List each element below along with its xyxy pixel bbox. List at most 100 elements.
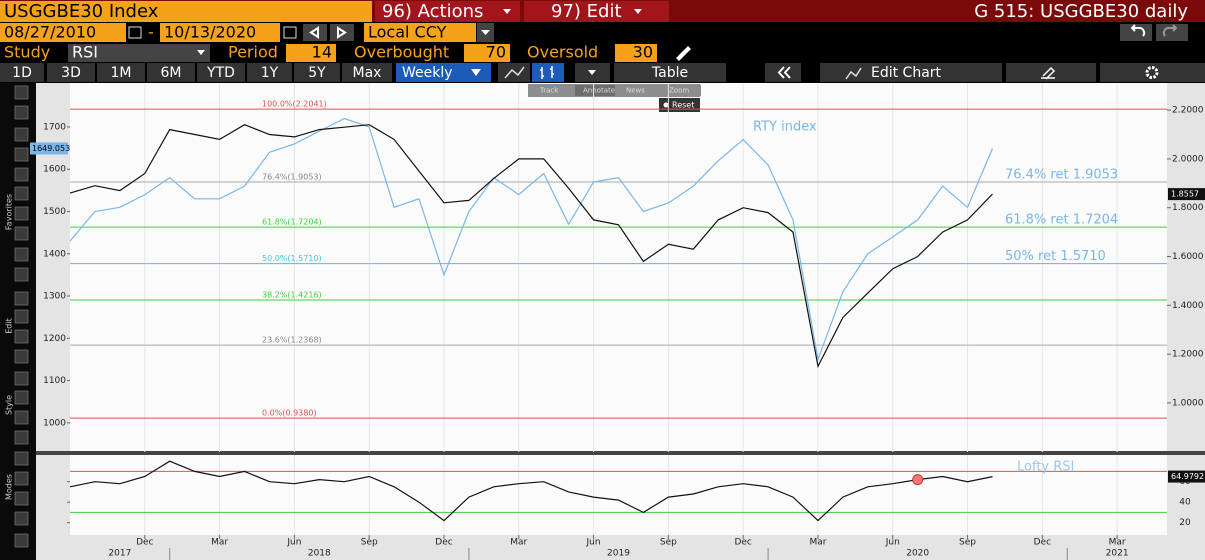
period-box[interactable] [286,44,336,62]
tool-icon[interactable] [14,127,29,142]
period-label: 1D [12,65,32,81]
edit-menu[interactable] [524,1,669,22]
calendar-icon[interactable] [128,26,142,39]
settings-button[interactable] [1100,63,1205,82]
tool-icon[interactable] [14,371,29,386]
y2-tick-label: 2.0000 [1172,154,1204,164]
overbought: 70 [486,43,506,62]
calendar-icon[interactable] [283,26,297,39]
collapse-button[interactable] [765,63,801,82]
tool-strip-button[interactable] [618,85,658,96]
start-date-box[interactable] [0,23,126,42]
period-button[interactable] [294,63,340,82]
ticker-box[interactable] [0,1,372,22]
period-button[interactable] [247,63,292,82]
currency-box[interactable] [364,23,476,42]
next-button[interactable] [330,24,354,41]
last-value-box [1168,188,1205,201]
tool-icon[interactable] [14,247,29,262]
y-tick-label: 20 [1179,518,1191,528]
actions-menu[interactable] [375,1,520,22]
x-tick-label: Dec [1034,538,1051,548]
tool-strip-button[interactable] [661,85,701,96]
period-label: YTD [206,65,235,81]
series-line [69,460,993,522]
pen-icon[interactable] [676,46,691,61]
fib-label: 0.0%(0.9380) [262,409,317,418]
tool-icon[interactable] [14,410,29,425]
oversold-box[interactable] [615,44,657,62]
sidebar-label: Edit [5,318,14,334]
edit-chart-button[interactable] [820,63,1002,82]
tool-strip-label: Annotate [583,87,615,95]
tool-icon[interactable] [14,291,29,306]
tool-icon[interactable] [14,430,29,445]
y-tick-label: 1600 [43,165,66,175]
retracement-annotation: 61.8% ret 1.7204 [1005,213,1118,228]
series-line [69,124,993,369]
tool-icon[interactable] [14,349,29,364]
table-button[interactable] [614,63,726,82]
study-label: Study [4,43,50,62]
study-select[interactable] [68,44,210,62]
tool-icon[interactable] [14,186,29,201]
x-tick-label: Mar [510,538,527,548]
period-button[interactable] [97,63,145,82]
period-button[interactable] [0,63,44,82]
x-tick-label: Mar [1109,538,1126,548]
tool-icon[interactable] [14,206,29,221]
next-icon [337,26,347,39]
tool-icon[interactable] [14,390,29,405]
prev-icon [309,26,319,39]
bar-type-button[interactable] [532,63,564,82]
tool-icon[interactable] [14,309,29,324]
annotate-button[interactable] [1006,63,1096,82]
tool-icon[interactable] [14,267,29,282]
tool-icons [14,85,29,548]
dropdown-arrow [503,9,511,14]
tool-icon[interactable] [14,471,29,486]
period-button[interactable] [197,63,245,82]
y2-tick-label: 1.4000 [1172,301,1204,311]
period-button[interactable] [342,63,392,82]
tool-icon[interactable] [14,533,29,548]
period-label: 3D [61,65,81,81]
tool-strip-label: News [626,87,645,95]
end-date-box[interactable] [160,23,280,42]
period-bar: 1D 3D 1M 6M YTD 1Y 5Y Max [0,63,392,82]
redo-button[interactable] [1156,24,1188,41]
tool-icon[interactable] [14,147,29,162]
tool-strip-label: Zoom [669,87,689,95]
rsi-marker [912,474,924,486]
period-button[interactable] [147,63,195,82]
end-date: 10/13/2020 [164,23,256,42]
tool-icon[interactable] [14,451,29,466]
period-label: 1Y [261,65,279,81]
y2-tick-label: 1.0000 [1172,398,1204,408]
tool-strip-items: Track Annotate News Zoom [532,85,701,96]
sidebar-label: Favorites [5,194,14,230]
reset-button[interactable] [659,98,700,112]
tool-icon[interactable] [14,85,29,100]
tool-strip-button[interactable] [575,85,615,96]
fib-label: 76.4%(1.9053) [262,173,322,182]
sidebar-label: Style [5,395,14,415]
prev-button[interactable] [303,24,327,41]
period-label: Period [228,43,278,62]
dropdown-arrow [197,50,205,55]
tool-icon[interactable] [14,167,29,182]
overbought-box[interactable] [464,44,510,62]
period-button[interactable] [47,63,95,82]
fib-label: 100.0%(2.2041) [262,100,327,109]
tool-icon[interactable] [14,105,29,120]
fib-label: 38.2%(1.4216) [262,291,322,300]
frequency-select[interactable] [396,63,491,82]
tool-icon[interactable] [14,329,29,344]
tool-icon[interactable] [14,226,29,241]
year-label: 2018 [308,549,331,559]
undo-button[interactable] [1120,24,1152,41]
tool-strip-button[interactable] [532,85,572,96]
oversold-label: Oversold [527,43,598,62]
tool-icon[interactable] [14,511,29,526]
tool-icon[interactable] [14,491,29,506]
